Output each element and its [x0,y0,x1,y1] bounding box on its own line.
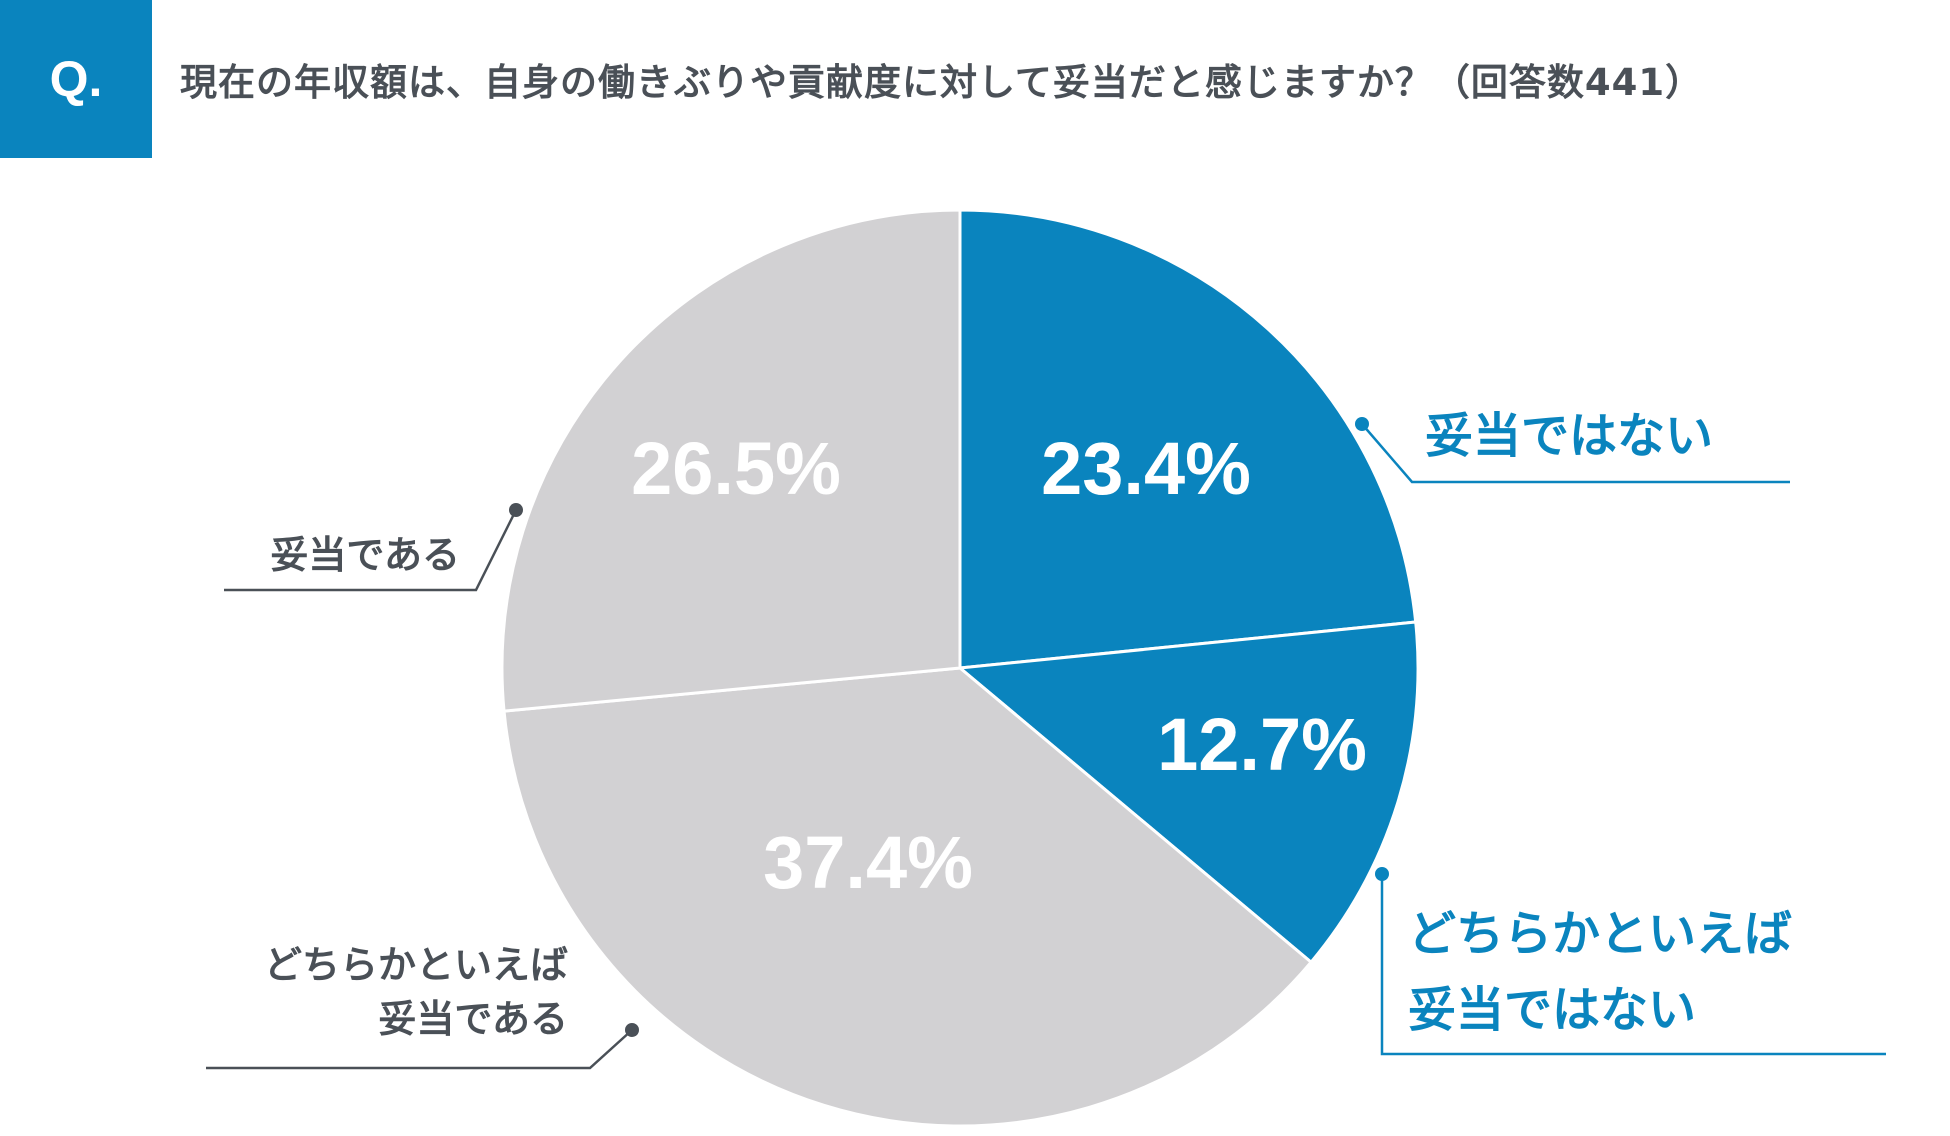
slice-category-label: 妥当である [378,997,568,1041]
pie-slice [958,208,1418,670]
callout-line [224,509,518,592]
slice-category-label: 妥当ではない [1408,982,1696,1038]
slice-category-label: どちらかといえば [1408,906,1792,962]
pie-slice [502,666,1314,1128]
slice-category-label: どちらかといえば [264,943,568,987]
callout-line [206,1029,633,1070]
question-badge: Q. [0,0,152,158]
callout-line [1380,874,1886,1056]
slice-percentage-label: 26.5% [631,427,841,510]
slice-percentage-label: 37.4% [763,821,973,904]
slice-percentage-label: 12.7% [1157,703,1367,786]
slice-category-label: 妥当である [270,533,460,577]
slice-category-label: 妥当ではない [1425,408,1713,464]
question-text: 現在の年収額は、自身の働きぶりや貢献度に対して妥当だと感じますか？（回答数441… [180,61,1704,104]
pie-slices [500,208,1420,1128]
pie-slice [500,208,962,713]
percentage-labels: 23.4% 12.7% 37.4% 26.5% [631,427,1367,904]
slice-percentage-label: 23.4% [1041,427,1251,510]
pie-slice [956,620,1420,965]
callout-line [1361,423,1790,484]
